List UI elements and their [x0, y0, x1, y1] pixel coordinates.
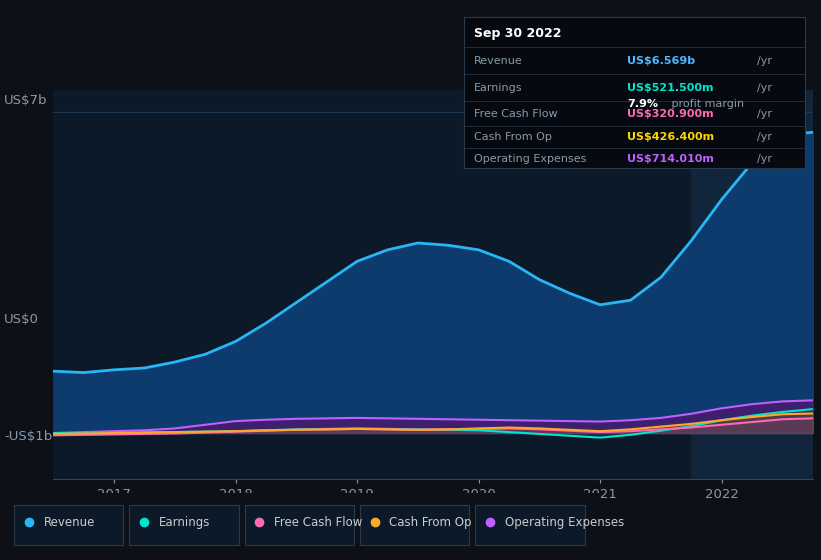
- FancyBboxPatch shape: [475, 505, 585, 545]
- Text: US$320.900m: US$320.900m: [627, 109, 714, 119]
- Text: -US$1b: -US$1b: [4, 430, 53, 444]
- Text: /yr: /yr: [757, 55, 772, 66]
- Text: Cash From Op: Cash From Op: [474, 132, 552, 142]
- Text: 7.9%: 7.9%: [627, 100, 658, 110]
- Text: US$426.400m: US$426.400m: [627, 132, 714, 142]
- Text: Free Cash Flow: Free Cash Flow: [274, 516, 363, 529]
- Text: Operating Expenses: Operating Expenses: [505, 516, 624, 529]
- FancyBboxPatch shape: [245, 505, 354, 545]
- Text: US$7b: US$7b: [4, 94, 48, 108]
- Text: Earnings: Earnings: [474, 83, 523, 93]
- FancyBboxPatch shape: [14, 505, 123, 545]
- Text: profit margin: profit margin: [668, 100, 745, 110]
- FancyBboxPatch shape: [130, 505, 239, 545]
- Text: US$714.010m: US$714.010m: [627, 154, 714, 164]
- Text: US$521.500m: US$521.500m: [627, 83, 714, 93]
- Text: /yr: /yr: [757, 154, 772, 164]
- Text: US$6.569b: US$6.569b: [627, 55, 695, 66]
- Text: Operating Expenses: Operating Expenses: [474, 154, 586, 164]
- Text: Earnings: Earnings: [159, 516, 210, 529]
- Text: US$0: US$0: [4, 312, 39, 326]
- Text: /yr: /yr: [757, 109, 772, 119]
- Bar: [691, 90, 821, 479]
- Text: Sep 30 2022: Sep 30 2022: [474, 27, 562, 40]
- Text: Revenue: Revenue: [44, 516, 95, 529]
- Text: Revenue: Revenue: [474, 55, 523, 66]
- FancyBboxPatch shape: [360, 505, 470, 545]
- Text: /yr: /yr: [757, 132, 772, 142]
- Text: Free Cash Flow: Free Cash Flow: [474, 109, 557, 119]
- Text: Cash From Op: Cash From Op: [389, 516, 472, 529]
- Text: /yr: /yr: [757, 83, 772, 93]
